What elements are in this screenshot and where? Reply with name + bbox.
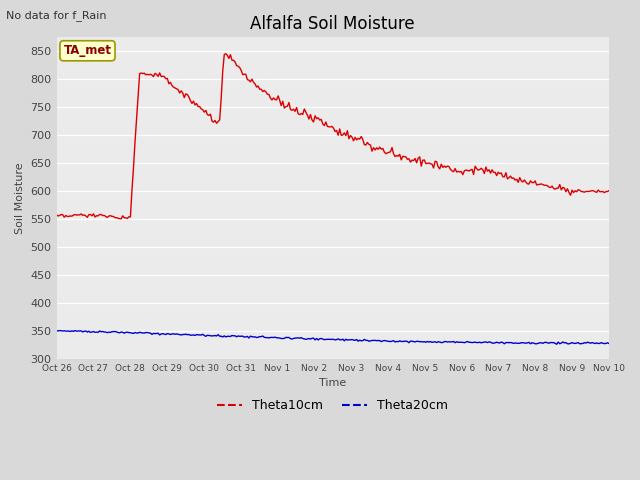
Line: Theta20cm: Theta20cm <box>56 331 609 344</box>
X-axis label: Time: Time <box>319 378 346 388</box>
Theta20cm <box>56 328 63 334</box>
Theta20cm <box>122 329 130 335</box>
Line: Theta10cm: Theta10cm <box>56 54 609 219</box>
Theta20cm <box>52 328 60 334</box>
Theta10cm <box>219 68 227 74</box>
Theta10cm <box>298 111 305 117</box>
Theta20cm <box>553 341 561 347</box>
Theta20cm <box>219 334 227 340</box>
Theta10cm <box>117 216 125 222</box>
Theta10cm <box>222 51 230 57</box>
Text: TA_met: TA_met <box>63 44 111 57</box>
Theta10cm <box>577 189 585 194</box>
Theta20cm <box>296 336 303 341</box>
Text: No data for f_Rain: No data for f_Rain <box>6 10 107 21</box>
Theta20cm <box>577 341 585 347</box>
Theta10cm <box>239 72 246 78</box>
Theta10cm <box>248 76 256 82</box>
Title: Alfalfa Soil Moisture: Alfalfa Soil Moisture <box>250 15 415 33</box>
Theta20cm <box>605 341 613 347</box>
Theta20cm <box>237 333 245 339</box>
Theta10cm <box>122 215 130 221</box>
Theta20cm <box>246 333 254 339</box>
Y-axis label: Soil Moisture: Soil Moisture <box>15 162 25 234</box>
Theta10cm <box>52 212 60 218</box>
Theta10cm <box>605 188 613 193</box>
Legend: Theta10cm, Theta20cm: Theta10cm, Theta20cm <box>212 394 453 417</box>
